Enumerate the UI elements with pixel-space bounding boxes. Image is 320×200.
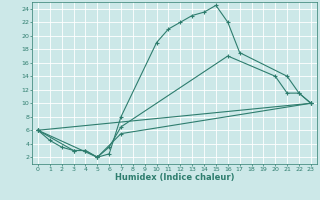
X-axis label: Humidex (Indice chaleur): Humidex (Indice chaleur) [115, 173, 234, 182]
